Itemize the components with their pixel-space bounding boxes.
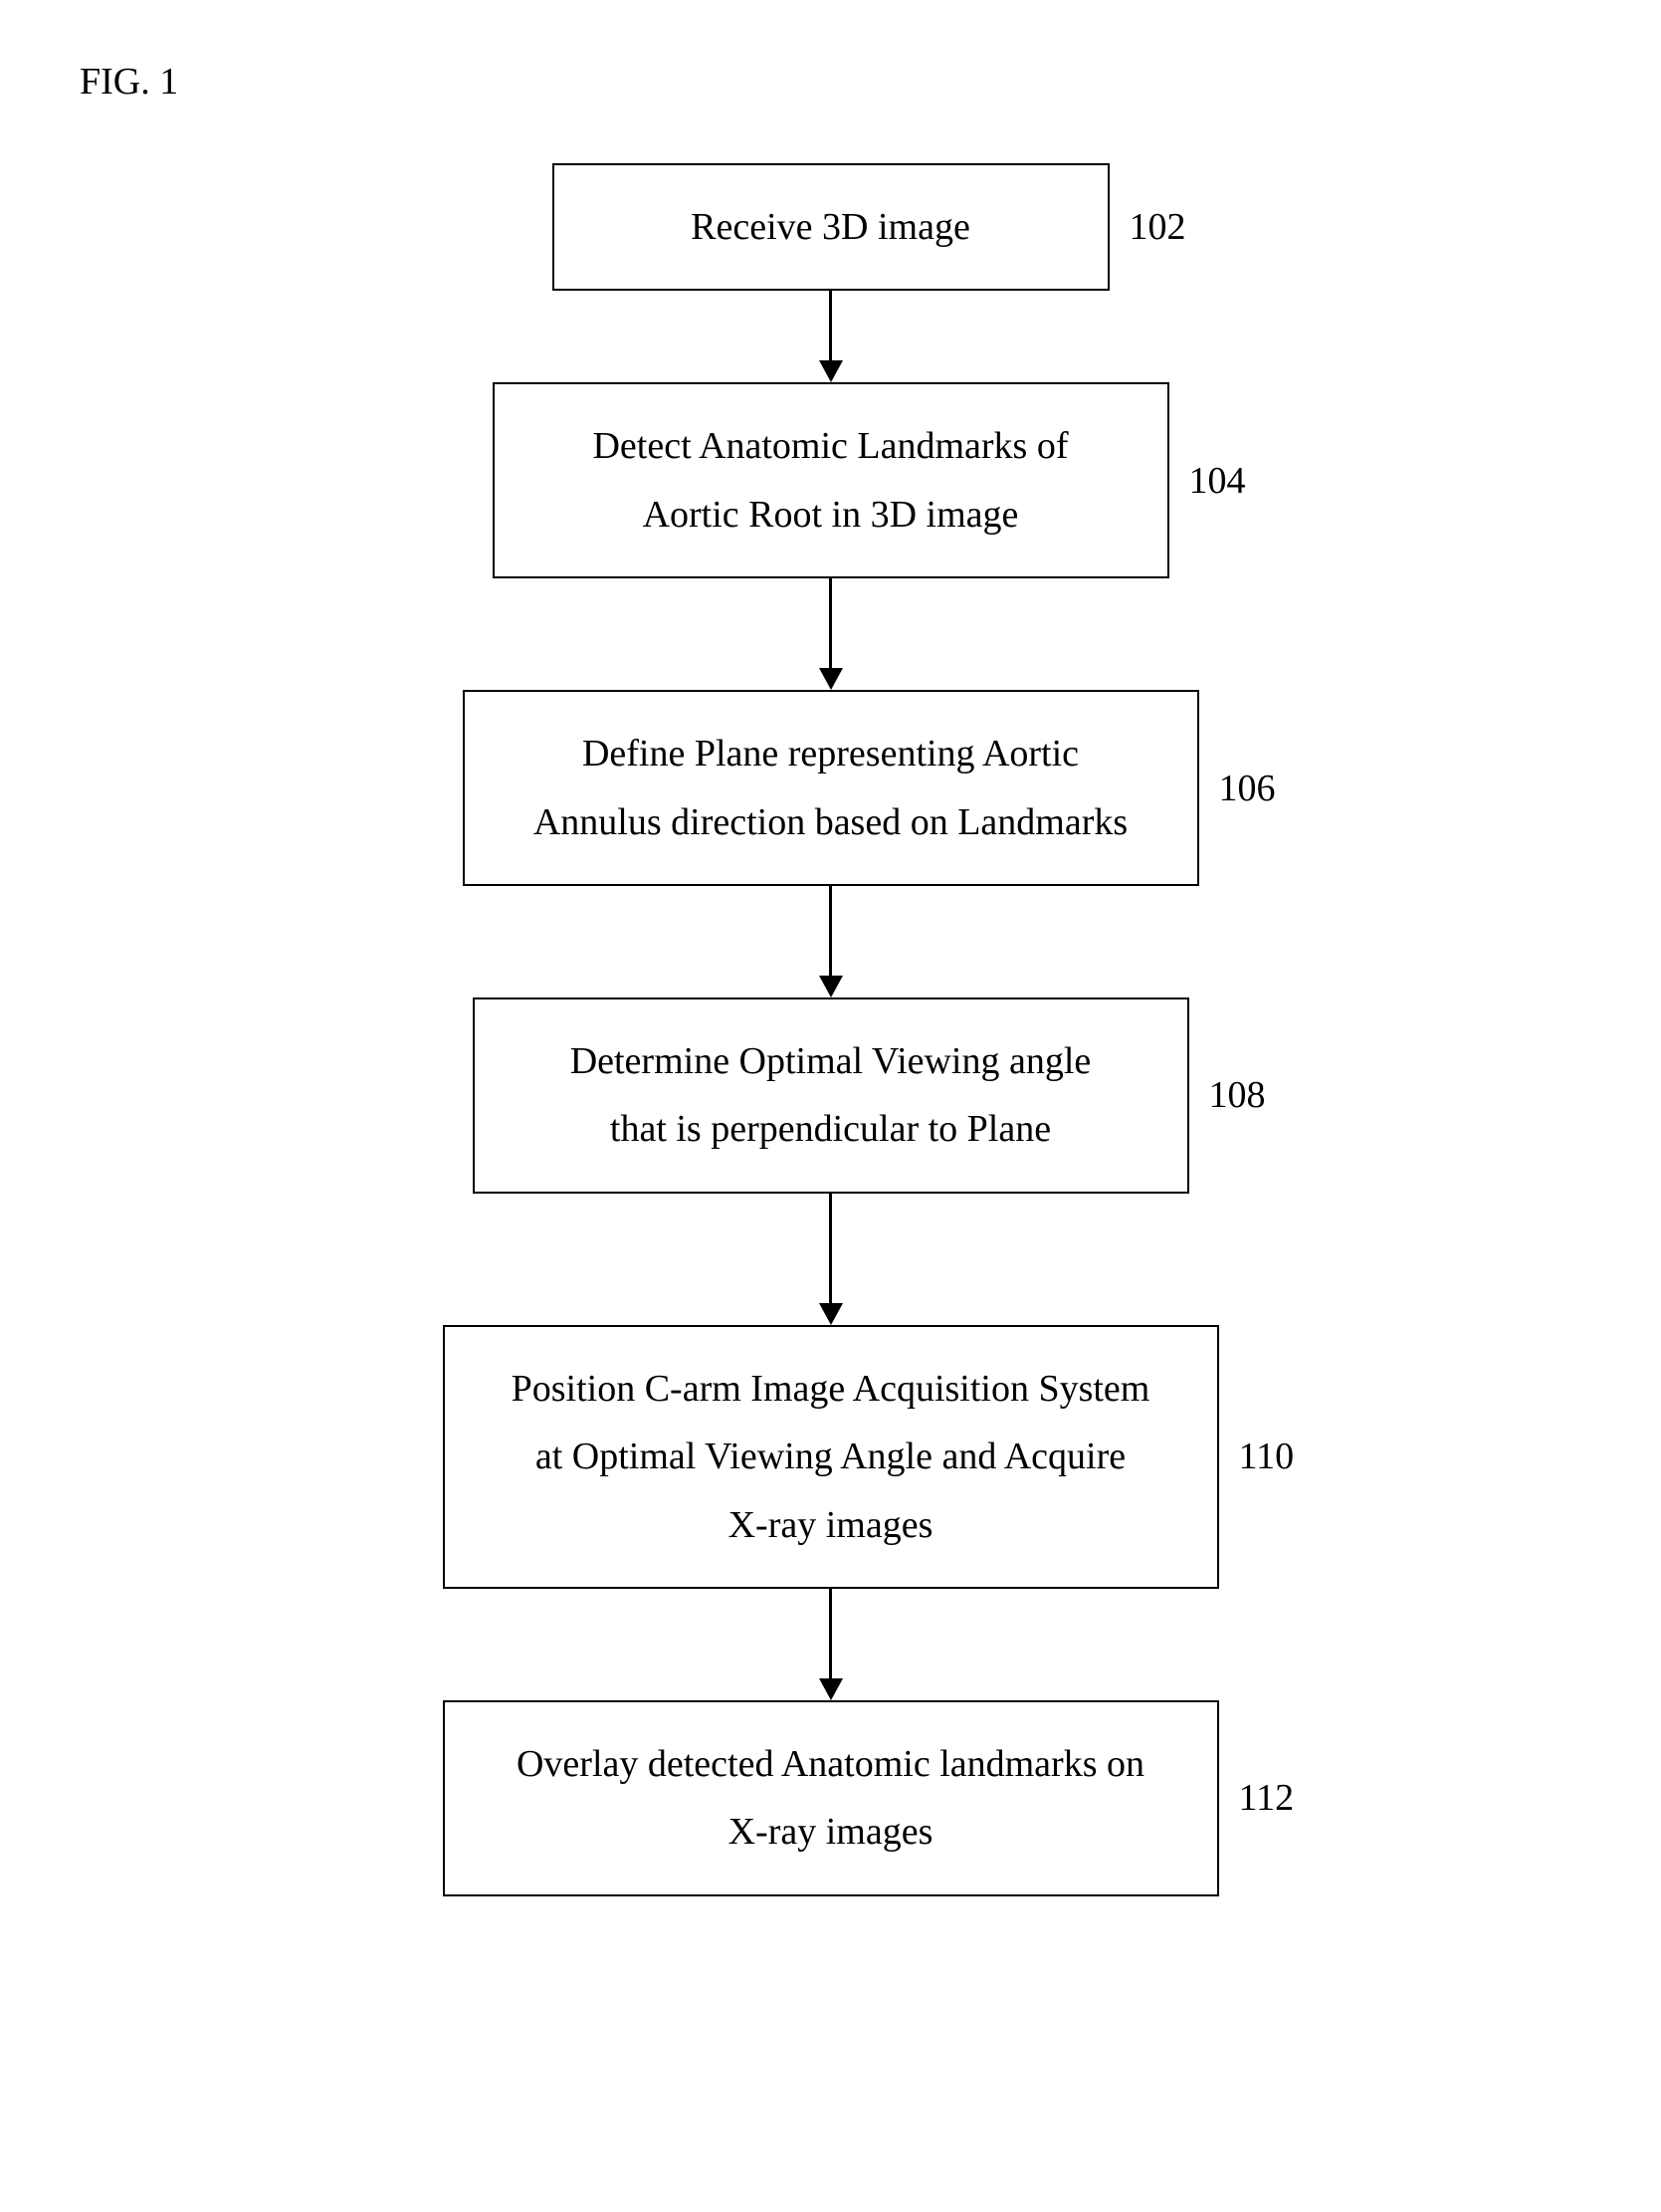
flowchart-step-row: Overlay detected Anatomic landmarks onX-… xyxy=(40,1700,1621,1896)
arrow-down-icon xyxy=(819,976,843,997)
flowchart-step-row: Define Plane representing AorticAnnulus … xyxy=(40,690,1621,886)
flowchart-container: Receive 3D image 102 Detect Anatomic Landm… xyxy=(40,163,1621,1896)
flowchart-arrow-line xyxy=(829,886,832,976)
flowchart-step-box: Determine Optimal Viewing anglethat is p… xyxy=(473,997,1189,1194)
flowchart-arrow-line xyxy=(829,578,832,668)
flowchart-step-number: 112 xyxy=(1239,1776,1295,1820)
flowchart-step-row: Determine Optimal Viewing anglethat is p… xyxy=(40,997,1621,1194)
flowchart-step-text: Annulus direction based on Landmarks xyxy=(505,788,1157,856)
flowchart-arrow xyxy=(819,1194,843,1325)
flowchart-step-box: Position C-arm Image Acquisition Systema… xyxy=(443,1325,1219,1589)
flowchart-arrow xyxy=(819,291,843,382)
arrow-down-icon xyxy=(819,1678,843,1700)
arrow-down-icon xyxy=(819,668,843,690)
flowchart-arrow-line xyxy=(829,1589,832,1678)
flowchart-step-number: 104 xyxy=(1189,459,1246,503)
flowchart-step-text: X-ray images xyxy=(485,1491,1177,1559)
figure-label: FIG. 1 xyxy=(80,60,1621,104)
flowchart-step-number: 108 xyxy=(1209,1073,1266,1117)
flowchart-step-number: 110 xyxy=(1239,1435,1295,1478)
flowchart-step-text: Determine Optimal Viewing angle xyxy=(515,1027,1147,1095)
arrow-down-icon xyxy=(819,1303,843,1325)
flowchart-step-text: Aortic Root in 3D image xyxy=(534,481,1128,549)
flowchart-step-row: Receive 3D image 102 xyxy=(40,163,1621,291)
flowchart-step-text: at Optimal Viewing Angle and Acquire xyxy=(485,1423,1177,1490)
flowchart-step-box: Detect Anatomic Landmarks ofAortic Root … xyxy=(493,382,1169,578)
flowchart-arrow-line xyxy=(829,1194,832,1303)
flowchart-step-text: Overlay detected Anatomic landmarks on xyxy=(485,1730,1177,1798)
flowchart-step-box: Overlay detected Anatomic landmarks onX-… xyxy=(443,1700,1219,1896)
flowchart-step-text: Receive 3D image xyxy=(594,193,1068,261)
flowchart-step-box: Define Plane representing AorticAnnulus … xyxy=(463,690,1199,886)
flowchart-step-text: X-ray images xyxy=(485,1798,1177,1866)
flowchart-arrow xyxy=(819,578,843,690)
flowchart-arrow xyxy=(819,886,843,997)
flowchart-step-number: 102 xyxy=(1130,205,1186,249)
flowchart-step-number: 106 xyxy=(1219,767,1276,810)
flowchart-step-text: Define Plane representing Aortic xyxy=(505,720,1157,787)
flowchart-arrow xyxy=(819,1589,843,1700)
flowchart-step-row: Detect Anatomic Landmarks ofAortic Root … xyxy=(40,382,1621,578)
flowchart-step-text: Position C-arm Image Acquisition System xyxy=(485,1355,1177,1423)
flowchart-step-row: Position C-arm Image Acquisition Systema… xyxy=(40,1325,1621,1589)
flowchart-step-box: Receive 3D image xyxy=(552,163,1110,291)
flowchart-step-text: Detect Anatomic Landmarks of xyxy=(534,412,1128,480)
flowchart-arrow-line xyxy=(829,291,832,360)
arrow-down-icon xyxy=(819,360,843,382)
flowchart-step-text: that is perpendicular to Plane xyxy=(515,1095,1147,1163)
